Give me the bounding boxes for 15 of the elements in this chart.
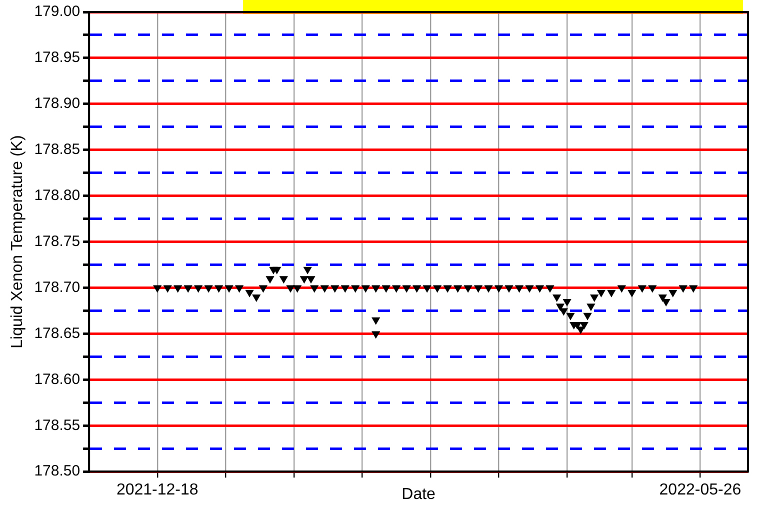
y-tick-label: 179.00 xyxy=(34,3,80,20)
y-tick-label: 178.90 xyxy=(34,95,80,112)
y-tick-label: 178.50 xyxy=(34,462,80,480)
y-tick-label: 178.70 xyxy=(34,278,80,296)
y-tick-label: 178.95 xyxy=(34,49,80,66)
x-tick-label: 2021-12-18 xyxy=(116,482,198,499)
y-tick-label: 178.80 xyxy=(34,186,80,204)
x-axis-title: Date xyxy=(402,486,436,503)
y-tick-label: 178.60 xyxy=(34,370,80,388)
x-tick-label: 2022-05-26 xyxy=(659,482,742,499)
y-axis-title: Liquid Xenon Temperature (K) xyxy=(9,135,26,348)
y-tick-label: 178.65 xyxy=(34,324,80,342)
y-tick-label: 178.85 xyxy=(34,141,80,158)
y-tick-label: 178.55 xyxy=(34,416,80,434)
y-tick-label: 178.75 xyxy=(34,232,80,250)
